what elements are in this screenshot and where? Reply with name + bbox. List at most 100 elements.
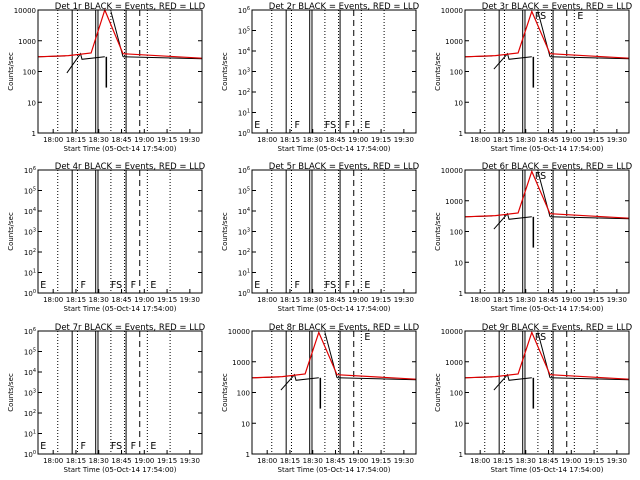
y-tick-label: 10 <box>454 99 463 107</box>
y-tick-label: 1000 <box>445 198 463 206</box>
detector-panel: Det 2r BLACK = Events, RED = LLD 100 101 10… <box>221 2 420 153</box>
x-tick-label: 19:30 <box>180 296 200 304</box>
marker-letter: F <box>345 120 350 131</box>
y-tick-label: 100 <box>24 289 36 298</box>
events-series-line <box>280 373 319 391</box>
x-tick-label: 19:00 <box>348 136 368 144</box>
events-series-line <box>549 216 630 220</box>
y-tick-label: 100 <box>450 229 463 237</box>
x-tick-label: 18:45 <box>538 457 558 465</box>
y-axis-label: Counts/sec <box>221 373 229 412</box>
plot-frame <box>464 330 630 455</box>
y-tick-label: 1000 <box>445 359 463 367</box>
detector-panel: Det 6r BLACK = Events, RED = LLD 1 10 100 10… <box>434 162 633 313</box>
panel-title: Det 5r BLACK = Events, RED = LLD <box>269 162 420 172</box>
marker-letter: E <box>150 280 156 291</box>
y-tick-label: 10 <box>454 259 463 267</box>
x-tick-label: 19:15 <box>157 296 177 304</box>
x-tick-label: 18:00 <box>257 296 277 304</box>
events-series-line <box>493 373 532 391</box>
y-tick-label: 1000 <box>445 38 463 46</box>
y-tick-label: 104 <box>238 207 250 216</box>
x-tick-label: 18:15 <box>493 136 513 144</box>
x-tick-label: 18:30 <box>303 457 323 465</box>
y-tick-label: 10 <box>27 99 36 107</box>
detector-panel: Det 5r BLACK = Events, RED = LLD 100 101 10… <box>221 162 420 313</box>
y-axis-label: Counts/sec <box>7 212 15 251</box>
panel-title: Det 8r BLACK = Events, RED = LLD <box>269 323 420 333</box>
x-tick-label: 18:30 <box>89 457 109 465</box>
detector-panel: Det 4r BLACK = Events, RED = LLD 100 101 10… <box>7 162 206 313</box>
x-tick-label: 18:30 <box>516 136 536 144</box>
y-tick-label: 1000 <box>18 38 36 46</box>
marker-letter: FS <box>535 332 546 343</box>
panel-title: Det 4r BLACK = Events, RED = LLD <box>55 162 206 172</box>
x-tick-label: 18:00 <box>470 457 490 465</box>
x-tick-label: 19:15 <box>371 457 391 465</box>
x-tick-label: 19:00 <box>134 457 154 465</box>
x-axis-label: Start Time (05-Oct-14 17:54:00) <box>491 305 604 313</box>
y-tick-label: 101 <box>238 269 250 278</box>
detector-panel: Det 9r BLACK = Events, RED = LLD 1 10 100 10… <box>434 323 633 474</box>
y-tick-label: 101 <box>238 109 250 118</box>
y-tick-label: 105 <box>238 187 250 196</box>
x-tick-label: 18:15 <box>280 296 300 304</box>
detector-panel: Det 8r BLACK = Events, RED = LLD 1 10 100 10… <box>221 323 420 474</box>
x-tick-label: 19:00 <box>561 457 581 465</box>
panel-title: Det 9r BLACK = Events, RED = LLD <box>482 323 633 333</box>
x-tick-label: 18:30 <box>303 296 323 304</box>
lld-series-line <box>251 330 417 380</box>
y-axis-label: Counts/sec <box>221 52 229 91</box>
marker-letter: F <box>81 280 86 291</box>
marker-letter: E <box>40 441 46 452</box>
x-tick-label: 19:30 <box>180 457 200 465</box>
y-tick-label: 102 <box>238 88 250 97</box>
y-tick-label: 10000 <box>441 167 463 175</box>
plot-frame <box>464 169 630 294</box>
y-axis-label: Counts/sec <box>7 52 15 91</box>
y-tick-label: 100 <box>238 129 250 138</box>
x-tick-label: 18:00 <box>470 136 490 144</box>
x-tick-label: 19:00 <box>134 136 154 144</box>
x-tick-label: 18:45 <box>538 296 558 304</box>
x-tick-label: 19:15 <box>371 136 391 144</box>
y-tick-label: 10 <box>454 420 463 428</box>
marker-letter: F <box>345 280 350 291</box>
y-tick-label: 100 <box>24 450 36 459</box>
x-tick-label: 19:30 <box>607 296 627 304</box>
x-tick-label: 18:45 <box>111 136 131 144</box>
marker-letter: FS <box>325 120 336 131</box>
x-tick-label: 18:30 <box>516 457 536 465</box>
y-tick-label: 104 <box>238 47 250 56</box>
x-axis-label: Start Time (05-Oct-14 17:54:00) <box>278 145 391 153</box>
y-tick-label: 100 <box>238 289 250 298</box>
marker-letter: FS <box>111 441 122 452</box>
x-tick-label: 18:45 <box>111 296 131 304</box>
marker-letter: F <box>295 280 300 291</box>
lld-series-line <box>464 169 630 219</box>
y-tick-label: 102 <box>238 248 250 257</box>
x-tick-label: 19:30 <box>394 457 414 465</box>
x-tick-label: 18:15 <box>66 457 86 465</box>
y-tick-label: 106 <box>238 6 250 15</box>
x-tick-label: 18:15 <box>280 136 300 144</box>
y-tick-label: 105 <box>24 348 36 357</box>
marker-letter: FS <box>325 280 336 291</box>
marker-letter: F <box>295 120 300 131</box>
y-tick-label: 1000 <box>232 359 250 367</box>
x-tick-label: 18:45 <box>325 136 345 144</box>
x-tick-label: 19:00 <box>561 136 581 144</box>
x-axis-label: Start Time (05-Oct-14 17:54:00) <box>278 466 391 474</box>
x-tick-label: 19:30 <box>394 136 414 144</box>
plot-frame <box>251 9 417 134</box>
x-tick-label: 19:15 <box>157 136 177 144</box>
x-tick-label: 18:00 <box>257 136 277 144</box>
y-tick-label: 1 <box>459 290 463 298</box>
panel-title: Det 3r BLACK = Events, RED = LLD <box>482 2 633 12</box>
x-tick-label: 18:15 <box>493 296 513 304</box>
x-tick-label: 18:30 <box>303 136 323 144</box>
y-tick-label: 100 <box>23 69 36 77</box>
y-axis-label: Counts/sec <box>434 373 442 412</box>
marker-letter: E <box>150 441 156 452</box>
